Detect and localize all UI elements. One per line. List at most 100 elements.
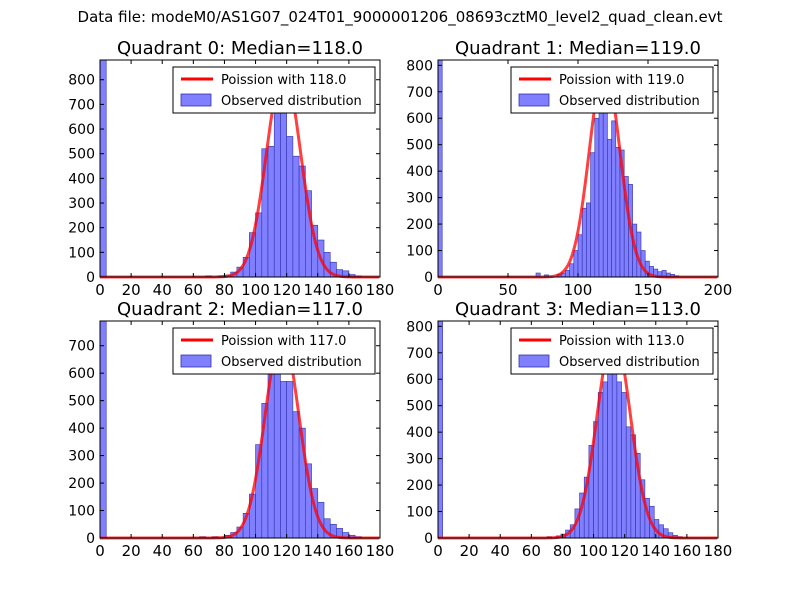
x-tick-label: 100 xyxy=(579,542,608,560)
x-tick-label: 140 xyxy=(641,542,670,560)
x-tick-label: 100 xyxy=(241,281,270,299)
x-tick-label: 120 xyxy=(272,542,301,560)
histogram-bar xyxy=(286,381,294,539)
histogram-bar xyxy=(607,357,613,539)
histogram-bar xyxy=(602,381,608,539)
figure-title: Data file: modeM0/AS1G07_024T01_90000012… xyxy=(77,8,723,26)
histogram-bar xyxy=(573,250,579,278)
legend-bar-swatch xyxy=(518,93,550,107)
histogram-bar xyxy=(625,426,632,539)
x-tick-label: 40 xyxy=(153,281,172,299)
histogram-bar xyxy=(286,136,294,278)
y-tick-label: 100 xyxy=(68,245,95,261)
legend-label-observed: Observed distribution xyxy=(559,355,700,370)
y-tick-label: 700 xyxy=(68,97,95,113)
y-tick-label: 200 xyxy=(406,478,433,494)
histogram-bar xyxy=(292,411,300,539)
y-tick-label: 0 xyxy=(86,270,95,286)
histogram-bar xyxy=(273,345,281,539)
legend-bar-swatch xyxy=(180,93,212,107)
x-tick-label: 180 xyxy=(366,542,395,560)
histogram-bar xyxy=(273,106,281,278)
y-tick-label: 100 xyxy=(68,504,95,520)
x-tick-label: 80 xyxy=(215,281,234,299)
axes-frame xyxy=(99,320,381,539)
x-tick-label: 60 xyxy=(184,281,203,299)
quadrant-0-panel: 0 20 40 60 80 100 120 140 160 1800100200300400500… xyxy=(68,38,394,299)
y-tick-label: 200 xyxy=(68,221,95,237)
y-tick-label: 300 xyxy=(68,449,95,465)
y-tick-label: 300 xyxy=(68,196,95,212)
axes-frame xyxy=(99,59,381,278)
y-tick-label: 500 xyxy=(406,138,433,154)
y-tick-label: 300 xyxy=(406,191,433,207)
histogram-bar xyxy=(590,152,596,278)
quadrant-2-panel: 0 20 40 60 80 100 120 140 160 1800100200300400500… xyxy=(68,299,394,560)
histogram-bar xyxy=(577,234,583,278)
histogram-bar xyxy=(611,120,617,278)
y-tick-label: 600 xyxy=(68,366,95,382)
histogram-bar xyxy=(569,263,575,278)
histogram-bar xyxy=(616,381,622,539)
legend-bar-swatch xyxy=(518,354,550,368)
x-tick-label: 150 xyxy=(634,281,663,299)
y-tick-label: 500 xyxy=(68,147,95,163)
legend-label-poisson: Poission with 119.0 xyxy=(559,73,684,88)
x-tick-label: 50 xyxy=(498,281,517,299)
y-tick-label: 100 xyxy=(406,505,433,521)
y-tick-label: 300 xyxy=(406,452,433,468)
y-tick-label: 600 xyxy=(68,122,95,138)
x-tick-label: 20 xyxy=(122,542,141,560)
x-tick-label: 0 xyxy=(95,542,105,560)
panel-title: Quadrant 2: Median=117.0 xyxy=(117,299,363,320)
legend-label-poisson: Poission with 113.0 xyxy=(559,334,684,349)
legend-label-poisson: Poission with 118.0 xyxy=(221,73,346,88)
y-tick-label: 0 xyxy=(424,531,433,547)
y-tick-label: 500 xyxy=(406,399,433,415)
y-tick-label: 800 xyxy=(406,58,433,74)
x-tick-label: 140 xyxy=(303,281,332,299)
y-tick-label: 700 xyxy=(68,339,95,355)
histogram-bar xyxy=(594,117,600,278)
histogram-bar xyxy=(267,146,275,278)
x-tick-label: 80 xyxy=(215,542,234,560)
x-tick-label: 120 xyxy=(610,542,639,560)
panel-title: Quadrant 3: Median=113.0 xyxy=(455,299,701,320)
y-tick-label: 600 xyxy=(406,372,433,388)
histogram-bar xyxy=(280,381,287,539)
y-tick-label: 400 xyxy=(406,425,433,441)
x-tick-label: 120 xyxy=(272,281,301,299)
histogram-bar xyxy=(581,207,587,278)
x-tick-label: 60 xyxy=(184,542,203,560)
legend: Poission with 117.0 Observed distribution xyxy=(172,327,376,375)
quadrant-3-panel: 0 20 40 60 80 100 120 140 160 1800100200300400500… xyxy=(406,299,732,560)
histogram-bar xyxy=(437,59,443,278)
legend-label-observed: Observed distribution xyxy=(559,94,700,109)
legend-label-observed: Observed distribution xyxy=(221,94,362,109)
histogram-bar xyxy=(586,202,591,278)
x-tick-label: 180 xyxy=(366,281,395,299)
x-tick-label: 140 xyxy=(303,542,332,560)
x-tick-label: 0 xyxy=(433,542,443,560)
histogram-bar xyxy=(565,270,570,278)
legend-label-observed: Observed distribution xyxy=(221,355,362,370)
y-tick-label: 400 xyxy=(406,164,433,180)
x-tick-label: 20 xyxy=(122,281,141,299)
axes-frame xyxy=(437,320,719,539)
histogram-bar xyxy=(280,99,287,278)
x-tick-label: 0 xyxy=(95,281,105,299)
legend-label-poisson: Poission with 117.0 xyxy=(221,334,346,349)
x-tick-label: 60 xyxy=(522,542,541,560)
histogram-bar xyxy=(615,147,621,278)
y-tick-label: 700 xyxy=(406,346,433,362)
histogram-bar xyxy=(99,320,107,539)
histogram-bar xyxy=(621,392,627,539)
x-tick-label: 20 xyxy=(460,542,479,560)
x-tick-label: 180 xyxy=(704,542,733,560)
legend-bar-swatch xyxy=(180,354,212,368)
panel-title: Quadrant 0: Median=118.0 xyxy=(117,38,363,59)
histogram-bar xyxy=(437,320,443,539)
x-tick-label: 0 xyxy=(433,281,443,299)
x-tick-label: 80 xyxy=(553,542,572,560)
x-tick-label: 100 xyxy=(241,542,270,560)
